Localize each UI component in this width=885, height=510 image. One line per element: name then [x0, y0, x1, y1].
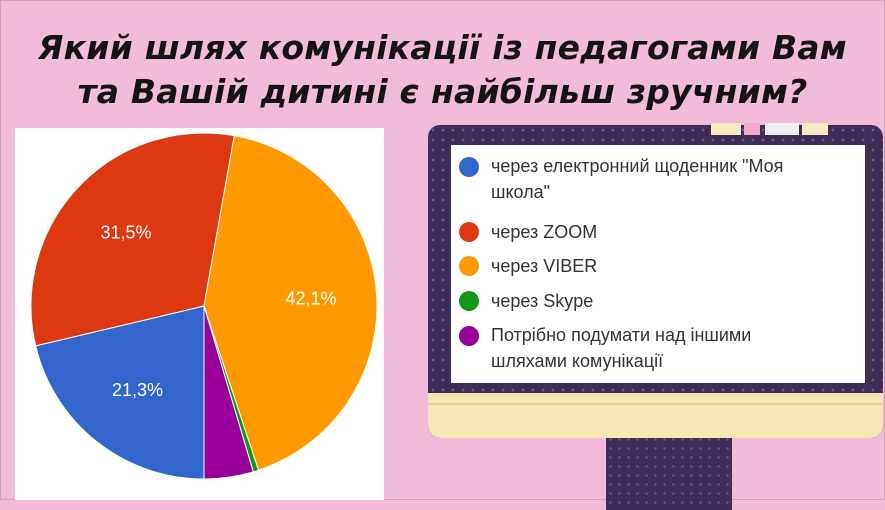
sticky-note-decoration — [744, 123, 760, 135]
sticky-note-decoration — [711, 123, 741, 135]
pie-slice-zoom — [30, 132, 235, 347]
monitor-stand — [606, 435, 732, 510]
monitor-illustration: через електронний щоденник "Моя школа" ч… — [428, 123, 883, 510]
legend-label: через електронний щоденник "Моя — [491, 156, 784, 176]
legend-item-viber: через VIBER — [451, 253, 865, 279]
legend-label-cont: школа" — [491, 182, 551, 202]
legend-dot-purple — [459, 326, 479, 346]
legend-label: Потрібно подумати над іншими — [491, 325, 752, 345]
legend-dot-red — [459, 222, 479, 242]
pie-chart: 21,3% 31,5% 42,1% — [30, 132, 378, 480]
legend-item-moya-shkola: через електронний щоденник "Моя школа" — [451, 153, 865, 209]
monitor-chin — [428, 393, 883, 438]
pie-slice-other — [203, 305, 254, 480]
sticky-note-decoration — [802, 123, 828, 135]
pie-label-zoom: 31,5% — [101, 222, 152, 242]
title-line-2: та Вашій дитині є найбільш зручним? — [77, 72, 808, 111]
pie-slice-moya-shkola — [35, 305, 205, 480]
legend-panel: через електронний щоденник "Моя школа" ч… — [451, 145, 865, 383]
legend-label: через ZOOM — [491, 222, 598, 242]
legend-label: через VIBER — [491, 256, 598, 276]
pie-label-moya-shkola: 21,3% — [112, 380, 163, 400]
legend-item-skype: через Skype — [451, 288, 865, 314]
legend-item-zoom: через ZOOM — [451, 219, 865, 245]
sticky-note-decoration — [765, 123, 799, 135]
title-line-1: Який шлях комунікації із педагогами Вам — [38, 28, 847, 67]
legend-item-other: Потрібно подумати над іншими шляхами ком… — [451, 322, 865, 378]
pie-slice-viber — [203, 135, 378, 471]
legend-label: через Skype — [491, 291, 594, 311]
page-title: Який шлях комунікації із педагогами Вам … — [0, 26, 885, 114]
legend-label-cont: шляхами комунікації — [491, 351, 664, 371]
legend-dot-green — [459, 291, 479, 311]
pie-chart-card: 21,3% 31,5% 42,1% — [15, 128, 384, 500]
legend-dot-blue — [459, 157, 479, 177]
legend-dot-orange — [459, 256, 479, 276]
pie-label-viber: 42,1% — [285, 288, 336, 308]
